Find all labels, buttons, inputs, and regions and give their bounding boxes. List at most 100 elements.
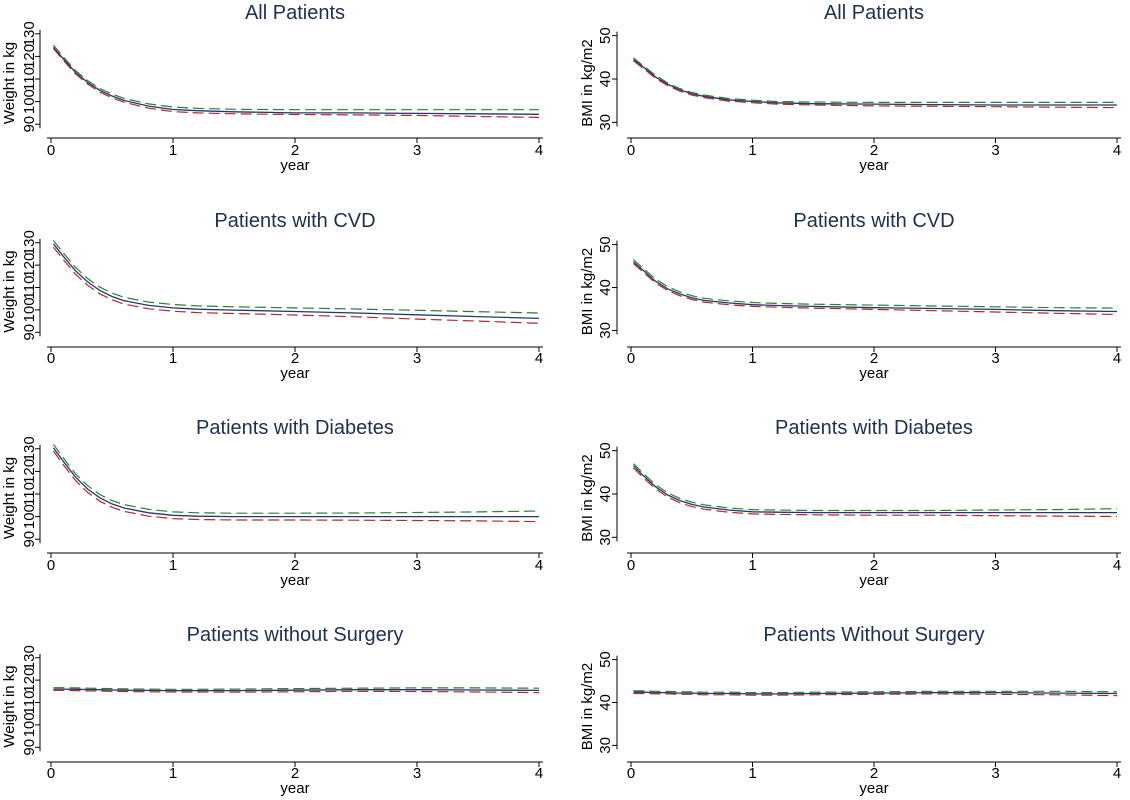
series-line-lower: [632, 467, 1118, 518]
chart-title: Patients with Diabetes: [196, 417, 394, 439]
y-tick-label: 50: [597, 442, 614, 459]
series-line-lower: [633, 692, 1118, 697]
chart-title: Patients with CVD: [793, 210, 954, 232]
series-line-lower: [633, 60, 1118, 109]
y-axis-label: Weight in kg: [1, 250, 18, 332]
y-tick-label: 40: [597, 694, 614, 711]
y-tick-label: 120: [21, 253, 38, 278]
x-axis-label: year: [280, 780, 309, 797]
y-tick-label: 130: [21, 436, 38, 461]
x-tick-label: 0: [627, 350, 635, 367]
x-tick-label: 4: [1113, 350, 1121, 367]
y-tick-label: 120: [21, 459, 38, 484]
y-axis-label: Weight in kg: [1, 42, 18, 124]
series-line-upper: [633, 259, 1118, 309]
x-tick-label: 3: [413, 142, 421, 159]
y-tick-label: 50: [597, 236, 614, 253]
y-tick-label: 30: [597, 114, 614, 131]
x-tick-label: 0: [47, 350, 55, 367]
chart-title: All Patients: [824, 2, 924, 24]
chart-title: Patients Without Surgery: [763, 624, 984, 646]
x-tick-label: 3: [991, 557, 999, 574]
y-axis-label: Weight in kg: [1, 457, 18, 539]
y-tick-label: 100: [21, 504, 38, 529]
y-axis-label: Weight in kg: [1, 665, 18, 747]
x-tick-label: 3: [991, 142, 999, 159]
series-line-upper: [52, 240, 540, 314]
x-axis-label: year: [859, 365, 888, 382]
y-tick-label: 130: [21, 230, 38, 255]
series-line-lower: [52, 450, 540, 523]
x-tick-label: 4: [535, 557, 543, 574]
x-tick-label: 3: [413, 350, 421, 367]
y-tick-label: 110: [21, 482, 38, 506]
x-tick-label: 0: [47, 142, 55, 159]
x-tick-label: 3: [413, 765, 421, 782]
y-axis-label: BMI in kg/m2: [579, 39, 596, 127]
series-line-fit: [632, 465, 1117, 514]
x-tick-label: 2: [870, 350, 878, 367]
y-tick-label: 50: [597, 651, 614, 668]
x-tick-label: 2: [870, 765, 878, 782]
y-tick-label: 110: [21, 67, 38, 91]
x-tick-label: 1: [169, 350, 177, 367]
x-tick-label: 1: [748, 350, 756, 367]
x-tick-label: 2: [291, 557, 299, 574]
x-tick-label: 0: [47, 765, 55, 782]
y-tick-label: 120: [21, 44, 38, 69]
x-tick-label: 2: [870, 557, 878, 574]
series-line-lower: [52, 48, 540, 118]
y-tick-label: 30: [597, 529, 614, 546]
x-tick-label: 4: [1113, 142, 1121, 159]
y-tick-label: 90: [21, 324, 38, 341]
x-tick-label: 2: [291, 765, 299, 782]
x-axis-label: year: [280, 365, 309, 382]
x-tick-label: 2: [291, 350, 299, 367]
x-tick-label: 3: [991, 350, 999, 367]
x-tick-label: 2: [291, 142, 299, 159]
x-tick-label: 1: [169, 142, 177, 159]
x-tick-label: 3: [991, 765, 999, 782]
chart-panel-5: Patients with Diabetes 90 100110120130Weig…: [1, 417, 543, 589]
series-line-fit: [52, 447, 539, 518]
series-line-fit: [632, 261, 1118, 313]
series-line-lower: [52, 246, 540, 324]
chart-title: Patients with CVD: [214, 210, 375, 232]
series-line-fit: [633, 58, 1117, 106]
y-tick-label: 130: [21, 645, 38, 670]
y-tick-label: 100: [21, 712, 38, 737]
y-tick-label: 90: [21, 531, 38, 548]
y-tick-label: 100: [21, 89, 38, 114]
x-axis-label: year: [280, 572, 309, 589]
y-tick-label: 90: [21, 739, 38, 756]
y-tick-label: 50: [597, 27, 614, 44]
y-axis-label: BMI in kg/m2: [579, 248, 596, 336]
x-tick-label: 4: [1113, 557, 1121, 574]
y-tick-label: 100: [21, 297, 38, 322]
y-tick-label: 110: [21, 691, 38, 715]
series-line-upper: [52, 44, 539, 111]
x-tick-label: 2: [870, 142, 878, 159]
x-tick-label: 1: [748, 765, 756, 782]
y-tick-label: 30: [597, 737, 614, 754]
x-tick-label: 4: [535, 765, 543, 782]
series-line-fit: [633, 691, 1118, 695]
series-line-fit: [52, 46, 540, 115]
series-line-fit: [53, 688, 540, 692]
y-tick-label: 120: [21, 668, 38, 693]
x-axis-label: year: [859, 572, 888, 589]
y-tick-label: 40: [597, 279, 614, 296]
x-tick-label: 0: [627, 557, 635, 574]
series-line-upper: [633, 57, 1117, 103]
y-tick-label: 110: [21, 276, 38, 300]
y-axis-label: BMI in kg/m2: [579, 454, 596, 542]
x-tick-label: 1: [169, 557, 177, 574]
x-tick-label: 1: [748, 142, 756, 159]
chart-title: All Patients: [245, 2, 345, 24]
series-line-fit: [52, 243, 540, 320]
